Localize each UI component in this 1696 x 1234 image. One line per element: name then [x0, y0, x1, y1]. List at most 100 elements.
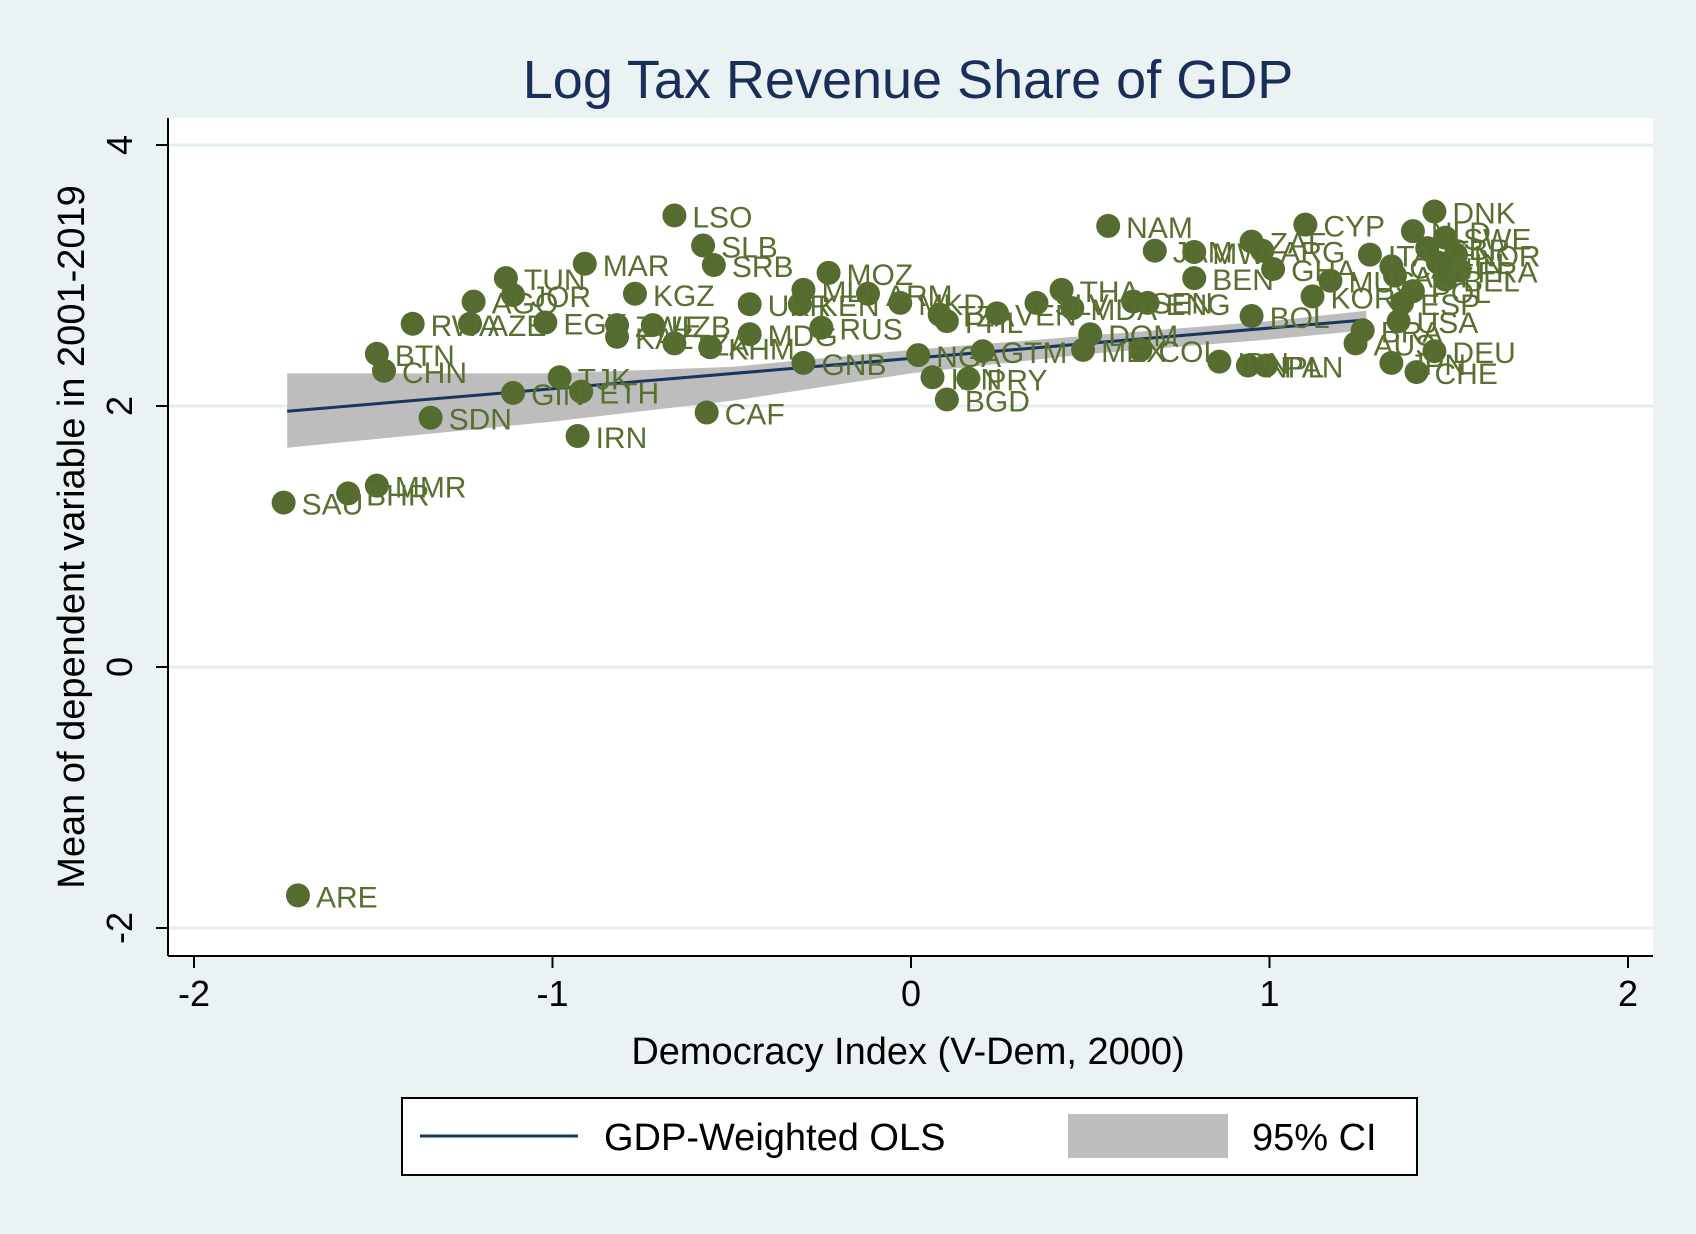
- point-label-che: CHE: [1434, 358, 1497, 391]
- point-pol: [1400, 279, 1425, 304]
- point-label-idn: IDN: [1237, 348, 1289, 381]
- point-label-sau: SAU: [302, 489, 364, 522]
- point-label-kaz: KAZ: [635, 323, 693, 356]
- point-mda: [1060, 296, 1085, 321]
- point-gtm: [970, 339, 995, 364]
- ci-band-layer: [287, 310, 1367, 448]
- point-label-lso: LSO: [692, 201, 752, 234]
- point-label-sdn: SDN: [449, 404, 512, 437]
- point-idn: [920, 365, 945, 390]
- point-label-pol: POL: [1431, 277, 1491, 310]
- point-nam: [1096, 213, 1121, 238]
- point-label-aut: AUT: [1413, 262, 1473, 295]
- point-label-mex: MEX: [1101, 336, 1166, 369]
- point-mdg: [737, 322, 762, 347]
- point-sdn: [418, 405, 443, 430]
- point-label-sen: SEN: [1151, 288, 1213, 321]
- x-tick-label-3: 1: [1259, 973, 1279, 1014]
- x-axis-title: Democracy Index (V-Dem, 2000): [631, 1031, 1184, 1073]
- point-are: [285, 883, 310, 908]
- fit-line: [287, 318, 1367, 413]
- point-usa: [1386, 309, 1411, 334]
- point-irn: [565, 424, 590, 449]
- point-chn: [372, 358, 397, 383]
- point-jor: [501, 283, 526, 308]
- point-khm: [698, 335, 723, 360]
- point-label-swe: SWE: [1463, 224, 1531, 257]
- point-mkd: [888, 290, 913, 315]
- point-kgz: [622, 281, 647, 306]
- point-arm: [855, 281, 880, 306]
- point-label-mmr: MMR: [395, 472, 467, 505]
- point-label-kgz: KGZ: [653, 280, 715, 313]
- point-label-deu: DEU: [1452, 337, 1515, 370]
- point-label-idn: IDN: [951, 363, 1003, 396]
- ci-band: [287, 310, 1367, 448]
- point-label-gnb: GNB: [821, 349, 886, 382]
- point-rwa: [400, 311, 425, 336]
- point-srb: [701, 253, 726, 278]
- point-label-ben: BEN: [1212, 264, 1274, 297]
- legend: GDP-Weighted OLS 95% CI: [401, 1097, 1418, 1176]
- point-tza: [927, 302, 952, 327]
- point-label-dom: DOM: [1108, 320, 1178, 353]
- point-label-btn: BTN: [395, 340, 455, 373]
- point-idn: [1207, 349, 1232, 374]
- point-label-arm: ARM: [886, 280, 953, 313]
- point-mus: [1318, 268, 1343, 293]
- point-label-bol: BOL: [1270, 302, 1330, 335]
- point-label-esp: ESP: [1420, 289, 1480, 322]
- point-label-ukr: UKR: [768, 290, 831, 323]
- point-label-gin: GIN: [531, 379, 584, 412]
- point-label-slb: SLB: [721, 231, 778, 264]
- point-label-mkd: MKD: [918, 289, 985, 322]
- point-label-nam: NAM: [1126, 212, 1193, 245]
- point-kaz: [605, 324, 630, 349]
- legend-ci-swatch: [1068, 1114, 1228, 1158]
- point-label-mli: MLI: [821, 276, 871, 309]
- point-label-srb: SRB: [732, 251, 794, 284]
- point-label-arg: ARG: [1280, 237, 1345, 270]
- point-npl: [1235, 353, 1260, 378]
- point-label-egy: EGY: [563, 308, 626, 341]
- point-arg: [1250, 238, 1275, 263]
- point-label-pry: PRY: [986, 365, 1047, 398]
- point-label-mda: MDA: [1090, 294, 1157, 327]
- point-bol: [1239, 303, 1264, 328]
- point-aus: [1343, 331, 1368, 356]
- point-mmr: [364, 473, 389, 498]
- point-label-eth: ETH: [599, 378, 659, 411]
- point-egy: [533, 310, 558, 335]
- point-label-mdg: MDG: [768, 320, 838, 353]
- point-bhr: [336, 481, 361, 506]
- point-label-eng: ENG: [1166, 289, 1231, 322]
- point-label-gha: GHA: [1291, 255, 1356, 288]
- point-label-bhr: BHR: [366, 479, 429, 512]
- point-gha: [1261, 256, 1286, 281]
- point-label-mus: MUS: [1348, 267, 1415, 300]
- y-tick-label-2: 2: [99, 396, 140, 416]
- point-pry: [956, 366, 981, 391]
- point-label-irn: IRN: [596, 422, 648, 455]
- point-label-ita: ITA: [1388, 241, 1432, 274]
- point-ken: [787, 292, 812, 317]
- point-slb: [691, 233, 716, 258]
- point-che: [1404, 360, 1429, 385]
- fit-line-layer: [287, 318, 1367, 413]
- point-pan: [1253, 353, 1278, 378]
- point-label-tun: TUN: [524, 264, 586, 297]
- chart-title: Log Tax Revenue Share of GDP: [523, 50, 1293, 110]
- point-jam: [1142, 238, 1167, 263]
- point-sau: [271, 490, 296, 515]
- x-axis-ticks: -2 -1 0 1 2: [178, 956, 1638, 1014]
- point-eth: [569, 379, 594, 404]
- point-label-fin: FIN: [1456, 248, 1504, 281]
- point-label-bgd: BGD: [965, 385, 1030, 418]
- point-bel: [1433, 267, 1458, 292]
- point-tha: [1049, 277, 1074, 302]
- point-label-nga: NGA: [936, 341, 1001, 374]
- point-nga: [906, 343, 931, 368]
- point-label-ago: AGO: [492, 288, 559, 321]
- point-label-zwe: ZWE: [635, 311, 702, 344]
